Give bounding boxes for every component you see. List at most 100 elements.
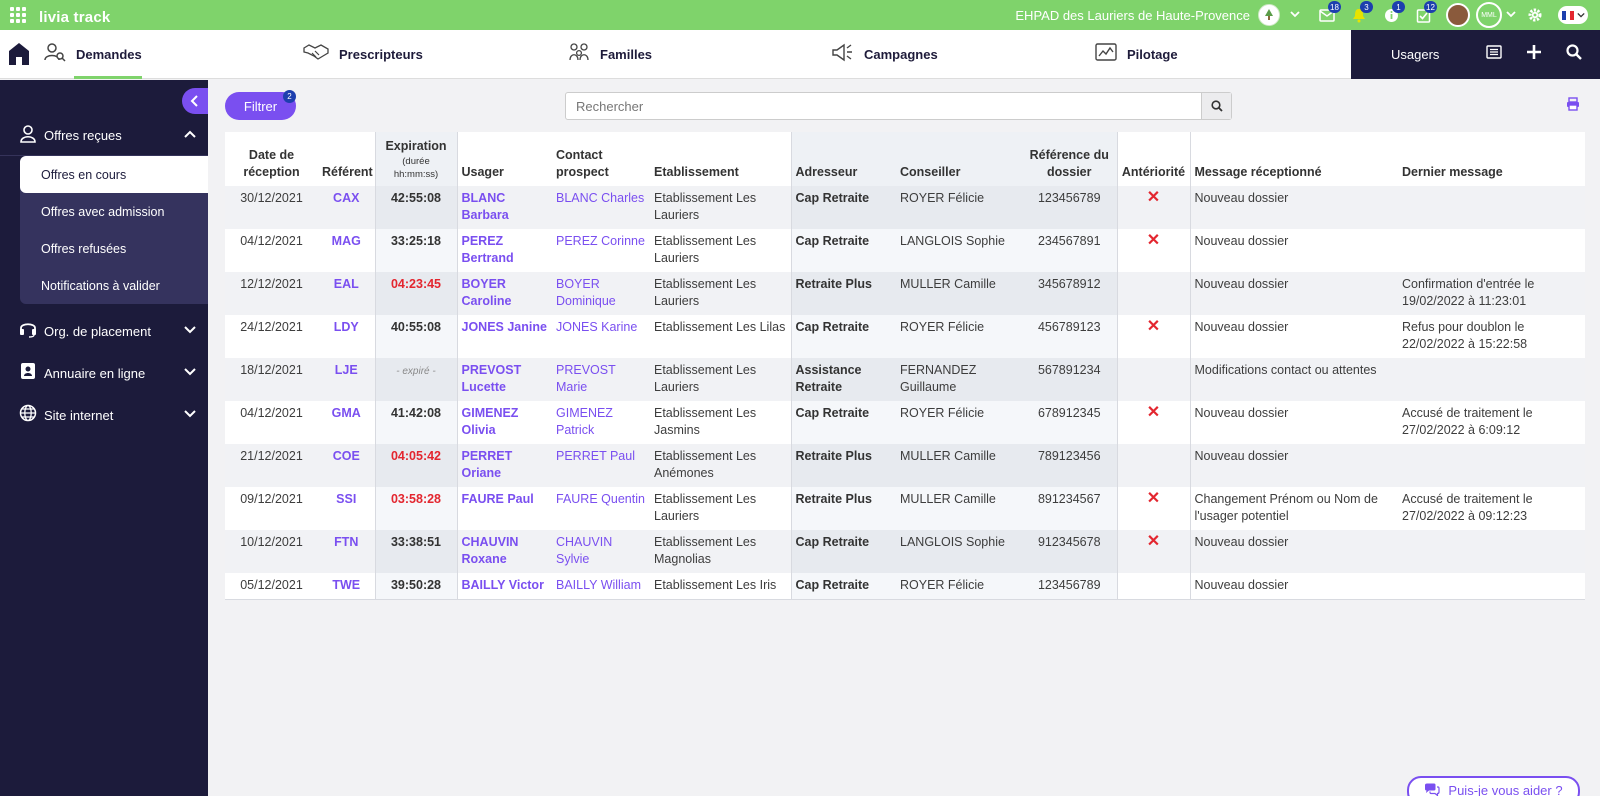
cell-usager-text[interactable]: CHAUVIN Roxane — [461, 535, 519, 566]
home-icon[interactable] — [8, 42, 30, 66]
plus-icon[interactable] — [1525, 44, 1543, 65]
cell-referent-text[interactable]: EAL — [333, 277, 359, 291]
cell-referent[interactable]: CAX — [318, 186, 375, 229]
cell-usager-text[interactable]: PREVOST Lucette — [461, 363, 522, 394]
avatar[interactable] — [1446, 3, 1470, 27]
cell-usager[interactable]: BAILLY Victor — [456, 573, 552, 600]
search-button[interactable] — [1201, 93, 1231, 119]
cell-referent[interactable]: GMA — [318, 401, 375, 444]
cell-usager[interactable]: CHAUVIN Roxane — [456, 530, 552, 573]
gear-icon[interactable] — [1526, 6, 1544, 24]
cell-contact[interactable]: JONES Karine — [552, 315, 650, 358]
table-row[interactable]: 05/12/2021 TWE 39:50:28 BAILLY Victor BAILLY… — [225, 573, 1585, 600]
brand-logo[interactable]: livia track — [39, 8, 111, 26]
apps-grid-icon[interactable] — [10, 7, 26, 23]
nav-demandes[interactable]: Demandes — [44, 30, 142, 79]
cell-contact-text[interactable]: GIMENEZ Patrick — [556, 406, 613, 437]
cell-contact[interactable]: PREVOST Marie — [552, 358, 650, 401]
cell-contact-text[interactable]: PREVOST Marie — [556, 363, 616, 394]
nav-campagnes[interactable]: Campagnes — [830, 30, 938, 79]
cell-referent-text[interactable]: SSI — [336, 492, 357, 506]
cell-usager[interactable]: JONES Janine — [456, 315, 552, 358]
cell-referent[interactable]: LDY — [318, 315, 375, 358]
cell-usager-text[interactable]: PERRET Oriane — [461, 449, 513, 480]
cell-contact[interactable]: CHAUVIN Sylvie — [552, 530, 650, 573]
cell-referent-text[interactable]: MAG — [331, 234, 361, 248]
table-row[interactable]: 04/12/2021 MAG 33:25:18 PEREZ Bertrand PEREZ… — [225, 229, 1585, 272]
cell-usager[interactable]: PEREZ Bertrand — [456, 229, 552, 272]
nav-prescripteurs[interactable]: Prescripteurs — [303, 30, 423, 79]
header-adresseur[interactable]: Adresseur — [790, 132, 896, 186]
mail-icon[interactable]: 18 — [1318, 1, 1341, 24]
cell-referent[interactable]: TWE — [318, 573, 375, 600]
table-row[interactable]: 18/12/2021 LJE - expiré - PREVOST Lucette PR… — [225, 358, 1585, 401]
header-message[interactable]: Message réceptionné — [1189, 132, 1398, 186]
table-row[interactable]: 24/12/2021 LDY 40:55:08 JONES Janine JONES K… — [225, 315, 1585, 358]
sidebar-group-annuaire[interactable]: Annuaire en ligne — [0, 353, 208, 393]
table-row[interactable]: 21/12/2021 COE 04:05:42 PERRET Oriane PERRET… — [225, 444, 1585, 487]
table-row[interactable]: 10/12/2021 FTN 33:38:51 CHAUVIN Roxane CHAUV… — [225, 530, 1585, 573]
cell-usager[interactable]: GIMENEZ Olivia — [456, 401, 552, 444]
cell-usager-text[interactable]: PEREZ Bertrand — [461, 234, 514, 265]
header-etablissement[interactable]: Etablissement — [650, 132, 791, 186]
sidebar-item-offres-admission[interactable]: Offres avec admission — [41, 204, 165, 219]
header-referent[interactable]: Référent — [318, 132, 375, 186]
cell-contact[interactable]: BOYER Dominique — [552, 272, 650, 315]
header-expiration[interactable]: Expiration (durée hh:mm:ss) — [374, 132, 457, 186]
cell-contact-text[interactable]: JONES Karine — [556, 320, 638, 334]
cell-referent[interactable]: COE — [318, 444, 375, 487]
user-initials[interactable]: MML — [1476, 2, 1502, 28]
header-reference[interactable]: Référence du dossier — [1022, 132, 1117, 186]
header-contact[interactable]: Contact prospect — [552, 132, 650, 186]
tasks-icon[interactable]: 12 — [1414, 1, 1437, 24]
sidebar-group-site-internet[interactable]: Site internet — [0, 395, 208, 435]
table-row[interactable]: 12/12/2021 EAL 04:23:45 BOYER Caroline BOYER… — [225, 272, 1585, 315]
cell-contact-text[interactable]: FAURE Quentin — [556, 492, 645, 506]
cell-referent-text[interactable]: CAX — [333, 191, 360, 205]
cell-contact-text[interactable]: PEREZ Corinne — [556, 234, 645, 248]
sidebar-item-offres-refusees[interactable]: Offres refusées — [41, 241, 127, 256]
cell-usager[interactable]: BOYER Caroline — [456, 272, 552, 315]
cell-usager-text[interactable]: GIMENEZ Olivia — [461, 406, 519, 437]
cell-referent-text[interactable]: FTN — [334, 535, 359, 549]
cell-contact[interactable]: GIMENEZ Patrick — [552, 401, 650, 444]
language-flag-icon[interactable] — [1558, 6, 1588, 24]
info-icon[interactable]: 1 — [1382, 1, 1405, 24]
sidebar-collapse-button[interactable] — [182, 88, 208, 114]
header-usager[interactable]: Usager — [456, 132, 552, 186]
header-dernier[interactable]: Dernier message — [1398, 132, 1585, 186]
bell-icon[interactable]: 3 — [1350, 1, 1373, 24]
sidebar-item-notifications[interactable]: Notifications à valider — [41, 278, 160, 293]
filter-button[interactable]: Filtrer 2 — [225, 90, 296, 120]
establishment-chevron-down-icon[interactable] — [1290, 9, 1300, 22]
search-input[interactable] — [566, 93, 1186, 119]
cell-contact[interactable]: BAILLY William — [552, 573, 650, 600]
cell-contact-text[interactable]: PERRET Paul — [556, 449, 635, 463]
sidebar-group-org-placement[interactable]: Org. de placement — [0, 311, 208, 351]
usagers-link[interactable]: Usagers — [1391, 47, 1440, 62]
cell-usager[interactable]: BLANC Barbara — [456, 186, 552, 229]
header-date[interactable]: Date de réception — [225, 132, 318, 186]
cell-referent-text[interactable]: GMA — [331, 406, 361, 420]
cell-referent[interactable]: MAG — [318, 229, 375, 272]
table-row[interactable]: 04/12/2021 GMA 41:42:08 GIMENEZ Olivia GIMEN… — [225, 401, 1585, 444]
cell-usager[interactable]: PREVOST Lucette — [456, 358, 552, 401]
cell-referent[interactable]: SSI — [318, 487, 375, 530]
print-icon[interactable] — [1566, 97, 1582, 113]
cell-usager-text[interactable]: BOYER Caroline — [461, 277, 512, 308]
cell-contact-text[interactable]: BOYER Dominique — [556, 277, 616, 308]
cell-usager-text[interactable]: JONES Janine — [461, 320, 547, 334]
cell-contact-text[interactable]: BLANC Charles — [556, 191, 645, 205]
help-chat-button[interactable]: Puis-je vous aider ? — [1407, 776, 1580, 796]
cell-referent-text[interactable]: TWE — [332, 578, 361, 592]
table-row[interactable]: 09/12/2021 SSI 03:58:28 FAURE Paul FAURE Que… — [225, 487, 1585, 530]
cell-contact[interactable]: PERRET Paul — [552, 444, 650, 487]
table-row[interactable]: 30/12/2021 CAX 42:55:08 BLANC Barbara BLANC … — [225, 186, 1585, 229]
cell-contact[interactable]: PEREZ Corinne — [552, 229, 650, 272]
user-chevron-down-icon[interactable] — [1506, 9, 1516, 22]
sidebar-group-offres-recues[interactable]: Offres reçues — [0, 116, 208, 156]
cell-referent[interactable]: EAL — [318, 272, 375, 315]
nav-pilotage[interactable]: Pilotage — [1095, 30, 1178, 79]
cell-usager-text[interactable]: FAURE Paul — [461, 492, 534, 506]
establishment-name[interactable]: EHPAD des Lauriers de Haute-Provence — [1015, 7, 1250, 23]
